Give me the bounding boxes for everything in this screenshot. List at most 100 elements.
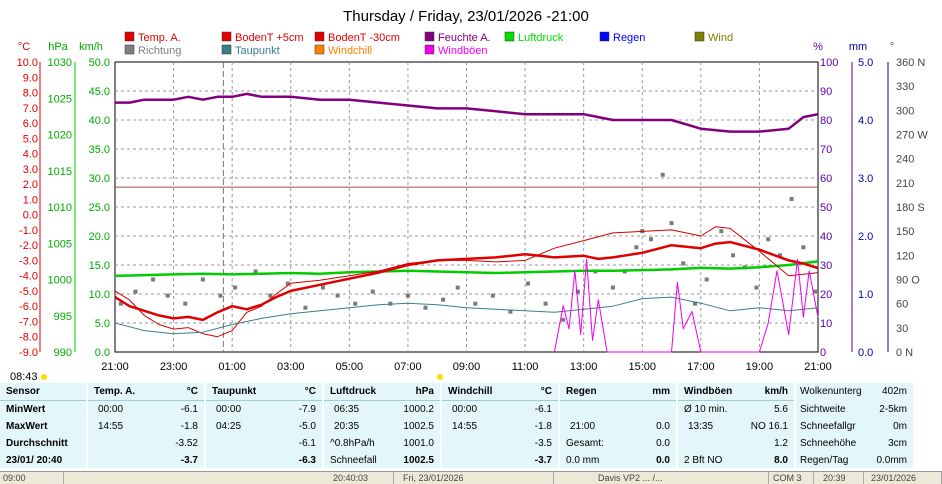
legend-label: Wind [708,32,733,44]
temp-tick-label: 7.0 [23,103,38,115]
temp-tick-label: -2.0 [19,240,38,252]
taupunkt-min-time: 00:00 [216,404,242,415]
legend-label: BodenT -30cm [328,32,400,44]
direction-dot [200,277,205,282]
regen-unit: mm [652,386,670,397]
temp-tick-label: -8.0 [19,332,38,344]
direction-dot [490,293,495,298]
grid [115,62,818,352]
humidity-tick-label: 30 [820,260,832,272]
legend-swatch [314,31,325,42]
extra-value-3: 0m [893,421,907,432]
legend-swatch [504,31,515,42]
pressure-tick-label: 1025 [48,93,72,105]
status-field-7: 23/01/2026 [868,472,942,484]
panel-extra: Wolkenunterg 402m Sichtweite 2-5km Schne… [796,383,913,468]
pressure-tick-label: 1015 [48,166,72,178]
direction-tick-label: 180 S [896,202,925,214]
panel-taupunkt: Taupunkt °C 00:00 -7.9 04:25 -5.0 -6.1 -… [206,383,322,468]
axis-unit-wind: km/h [79,41,103,53]
direction-dot [731,253,736,258]
windchill-min-time: 00:00 [452,404,478,415]
x-tick-label: 07:00 [394,361,422,373]
direction-dot [183,301,188,306]
wind-tick-label: 40.0 [89,115,110,127]
temp-tick-label: -9.0 [19,347,38,359]
legend-label: Feuchte A. [438,32,491,44]
x-tick-label: 09:00 [453,361,481,373]
temp-min-time: 00:00 [98,404,124,415]
pressure-tick-label: 990 [54,347,72,359]
legend-swatch [314,44,325,55]
direction-tick-label: 0 N [896,347,913,359]
temp-min-value: -6.1 [180,404,198,415]
axis-unit-temp: °C [18,41,30,53]
direction-dot [218,293,223,298]
humidity-tick-label: 80 [820,115,832,127]
temp-tick-label: -6.0 [19,301,38,313]
extra-label-2: Sichtweite [800,404,846,415]
regen-current-value: 0.0 [656,455,670,466]
direction-dot [561,317,566,322]
panel-sensor: Sensor MinWert MaxWert Durchschnitt 23/0… [0,383,86,468]
x-tick-label: 03:00 [277,361,305,373]
axis-unit-pressure: hPa [48,41,68,53]
series-line-luftdruck [114,260,819,278]
legend-label: Taupunkt [235,45,280,57]
regen-max-value: 0.0 [656,421,670,432]
wind-tick-label: 25.0 [89,202,110,214]
direction-dot [813,289,818,294]
legend-swatch [124,31,135,42]
luftdruck-header: Luftdruck [330,386,377,397]
direction-dot [233,285,238,290]
legend-label: Luftdruck [518,32,564,44]
row-label-avg: Durchschnitt [6,438,68,449]
marker-dot-time[interactable] [437,374,443,380]
windchill-avg-value: -3.5 [534,438,552,449]
row-label-min: MinWert [6,404,46,415]
windboeen-max-value: NO 16.1 [750,421,788,432]
windchill-min-value: -6.1 [534,404,552,415]
legend-label: Windböen [438,45,488,57]
taupunkt-min-value: -7.9 [298,404,316,415]
windboeen-max-time: 13:35 [688,421,714,432]
x-tick-label: 11:00 [512,361,539,373]
extra-value-4: 3cm [888,438,907,449]
direction-dot [285,281,290,286]
marker-dot-left[interactable] [41,374,47,380]
windboeen-avg-label: Ø 10 min. [684,404,728,415]
temp-max-value: -1.8 [180,421,198,432]
direction-tick-label: 360 N [896,57,925,69]
legend-swatch [599,31,610,42]
direction-dot [543,301,548,306]
rain-tick-label: 5.0 [858,57,873,69]
temp-avg-value: -3.52 [175,438,198,449]
direction-dot [320,285,325,290]
x-tick-label: 21:00 [101,361,129,373]
x-tick-label: 21:00 [804,361,832,373]
rain-tick-label: 1.0 [858,289,873,301]
legend-swatch [694,31,705,42]
status-field-5: COM 3 [770,472,814,484]
temp-unit: °C [186,386,198,397]
luftdruck-min-time: 06:35 [334,404,360,415]
temp-tick-label: -7.0 [19,316,38,328]
pressure-tick-label: 1005 [48,238,72,250]
legend-label: Regen [613,32,645,44]
weather-chart: 10.0 9.0 8.0 7.0 6.0 5.0 4.0 3.0 2.0 1.0 0.0 -1.0 -2… [10,8,928,383]
direction-dot [801,245,806,250]
taupunkt-avg-value: -6.1 [298,438,316,449]
direction-dot [441,297,446,302]
rain-tick-label: 0.0 [858,347,873,359]
direction-tick-label: 240 [896,154,914,166]
windboeen-current-value: 8.0 [774,455,788,466]
humidity-tick-label: 20 [820,289,832,301]
pressure-tick-label: 1010 [48,202,72,214]
series-line-feuchte-a- [115,92,819,133]
extra-value-5: 0.0mm [876,455,907,466]
direction-dot [353,301,358,306]
wind-tick-label: 45.0 [89,86,110,98]
temp-tick-label: -3.0 [19,255,38,267]
direction-dot [777,253,782,258]
luftdruck-trend: ^0.8hPa/h [330,438,375,449]
